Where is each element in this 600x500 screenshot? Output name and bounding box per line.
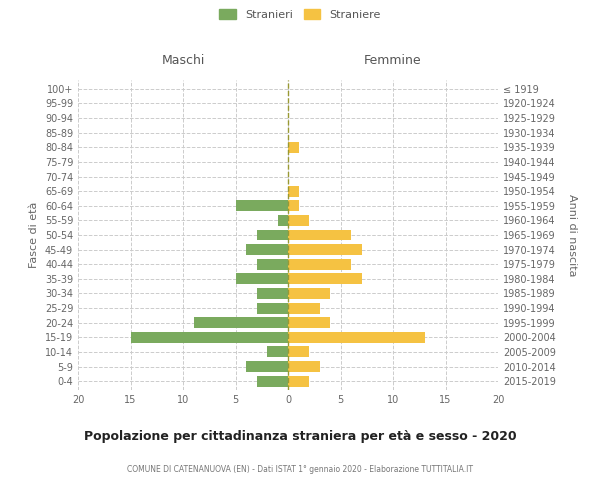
Bar — [277, 215, 288, 226]
Text: COMUNE DI CATENANUOVA (EN) - Dati ISTAT 1° gennaio 2020 - Elaborazione TUTTITALI: COMUNE DI CATENANUOVA (EN) - Dati ISTAT … — [127, 465, 473, 474]
Y-axis label: Anni di nascita: Anni di nascita — [567, 194, 577, 276]
Bar — [288, 332, 425, 343]
Text: Popolazione per cittadinanza straniera per età e sesso - 2020: Popolazione per cittadinanza straniera p… — [83, 430, 517, 443]
Bar — [288, 200, 299, 211]
Bar — [288, 259, 351, 270]
Bar — [288, 186, 299, 196]
Bar — [235, 274, 288, 284]
Bar — [288, 215, 309, 226]
Bar — [288, 288, 330, 299]
Bar — [288, 361, 320, 372]
Bar — [288, 376, 309, 386]
Bar — [246, 361, 288, 372]
Bar — [257, 376, 288, 386]
Bar — [288, 244, 361, 255]
Bar — [257, 302, 288, 314]
Bar — [267, 346, 288, 358]
Text: Maschi: Maschi — [161, 54, 205, 68]
Bar — [288, 142, 299, 152]
Bar — [193, 318, 288, 328]
Bar — [288, 346, 309, 358]
Bar — [288, 230, 351, 240]
Bar — [246, 244, 288, 255]
Legend: Stranieri, Straniere: Stranieri, Straniere — [216, 6, 384, 23]
Bar — [257, 259, 288, 270]
Text: Femmine: Femmine — [364, 54, 422, 68]
Bar — [288, 318, 330, 328]
Bar — [257, 230, 288, 240]
Bar — [288, 274, 361, 284]
Y-axis label: Fasce di età: Fasce di età — [29, 202, 39, 268]
Bar — [288, 302, 320, 314]
Bar — [235, 200, 288, 211]
Bar — [257, 288, 288, 299]
Bar — [130, 332, 288, 343]
